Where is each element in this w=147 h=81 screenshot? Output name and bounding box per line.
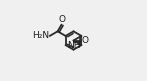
Text: H₂N: H₂N bbox=[32, 31, 49, 40]
Text: O: O bbox=[58, 15, 65, 24]
Text: O: O bbox=[82, 36, 89, 45]
Text: NH: NH bbox=[67, 41, 80, 50]
